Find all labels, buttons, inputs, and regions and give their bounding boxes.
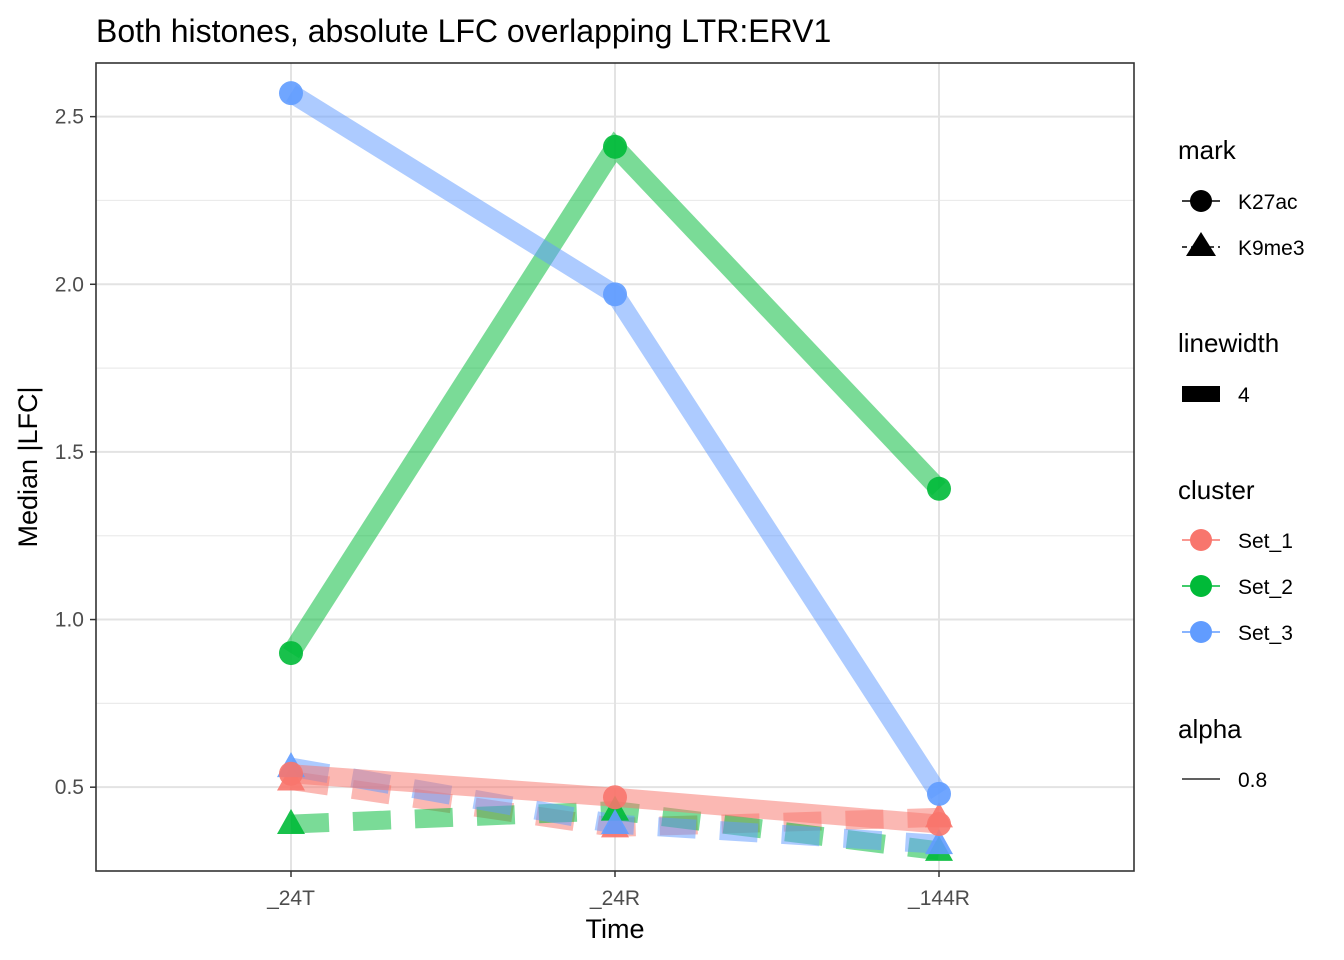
x-tick-label: _24R [589, 887, 640, 910]
legend-alpha-title: alpha [1178, 714, 1242, 744]
legend-mark-title: mark [1178, 135, 1237, 165]
data-point-set_1-k27ac [603, 785, 627, 810]
data-point-set_3-k9me3 [925, 829, 953, 855]
data-point-set_2-k27ac [927, 476, 951, 501]
data-point-set_1-k27ac [279, 761, 303, 786]
y-tick-label: 1.0 [55, 609, 84, 632]
legend-linewidth-title: linewidth [1178, 328, 1279, 358]
y-tick-label: 2.5 [55, 106, 84, 129]
data-point-set_3-k27ac [927, 781, 951, 806]
series-points [277, 81, 953, 861]
legend-cluster: cluster Set_1 Set_2 Set_3 [1178, 475, 1293, 645]
y-axis: 0.5 1.0 1.5 2.0 2.5 [55, 106, 96, 799]
x-axis-title: Time [586, 914, 645, 944]
chart-title: Both histones, absolute LFC overlapping … [96, 13, 831, 49]
legend-alpha-item-0: 0.8 [1238, 769, 1267, 792]
x-tick-label: _144R [907, 887, 970, 910]
y-axis-title: Median |LFC| [13, 386, 43, 547]
legend-set3-symbol [1190, 621, 1212, 643]
legend: mark K27ac K9me3 linewidth 4 cluster Set… [1178, 135, 1305, 792]
legend-set1-symbol [1190, 529, 1212, 551]
legend-circle-symbol [1190, 190, 1212, 212]
legend-cluster-item-2: Set_3 [1238, 622, 1293, 645]
data-point-set_3-k27ac [603, 282, 627, 307]
data-point-set_2-k27ac [279, 641, 303, 666]
y-tick-label: 1.5 [55, 441, 84, 464]
legend-linewidth-key [1182, 386, 1220, 402]
data-point-set_2-k27ac [603, 134, 627, 159]
grid-lines [96, 63, 1134, 871]
legend-mark-item-0: K27ac [1238, 191, 1298, 214]
legend-mark: mark K27ac K9me3 [1178, 135, 1305, 260]
data-point-set_3-k27ac [279, 81, 303, 106]
data-point-set_3-k9me3 [601, 809, 629, 835]
x-axis: _24T _24R _144R [266, 871, 970, 910]
legend-alpha: alpha 0.8 [1178, 714, 1267, 792]
data-point-set_1-k27ac [927, 812, 951, 837]
x-tick-label: _24T [266, 887, 315, 910]
legend-linewidth: linewidth 4 [1178, 328, 1279, 407]
legend-set2-symbol [1190, 575, 1212, 597]
legend-cluster-item-1: Set_2 [1238, 576, 1293, 599]
legend-mark-item-1: K9me3 [1238, 237, 1305, 260]
legend-cluster-title: cluster [1178, 475, 1255, 505]
y-tick-label: 2.0 [55, 273, 84, 296]
y-tick-label: 0.5 [55, 776, 84, 799]
legend-linewidth-item-0: 4 [1238, 384, 1250, 407]
data-point-set_2-k9me3 [277, 809, 305, 835]
legend-cluster-item-0: Set_1 [1238, 530, 1293, 553]
plot-panel [95, 62, 1135, 872]
legend-triangle-symbol [1186, 232, 1216, 256]
